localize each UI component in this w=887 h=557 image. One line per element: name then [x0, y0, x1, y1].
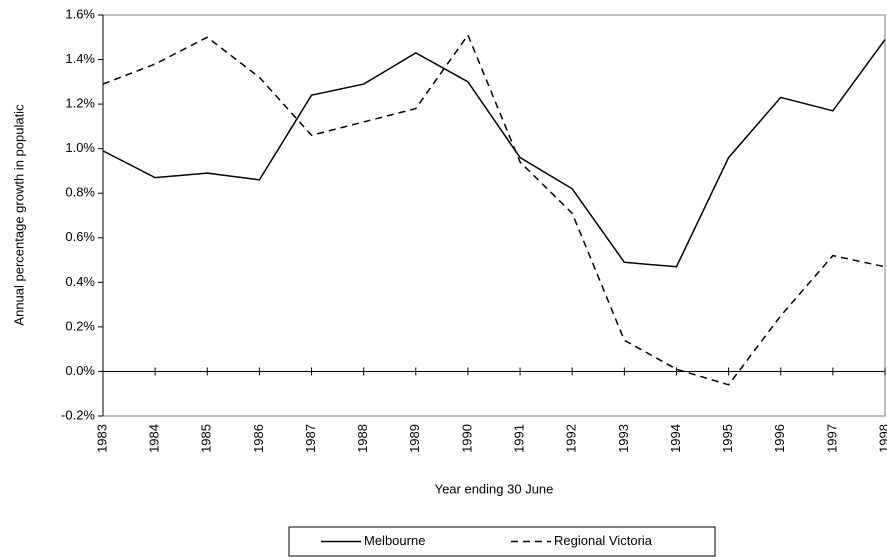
y-tick-label: 0.8%	[65, 185, 95, 200]
x-tick-label: 1998	[876, 424, 887, 453]
legend-label: Regional Victoria	[554, 533, 653, 548]
y-axis-label: Annual percentage growth in populatic	[11, 104, 26, 326]
x-tick-label: 1989	[407, 424, 422, 453]
x-tick-label: 1988	[355, 424, 370, 453]
plot-border	[102, 14, 886, 417]
x-tick-label: 1986	[251, 424, 266, 453]
y-tick-label: 1.0%	[65, 140, 95, 155]
y-tick-label: 1.6%	[65, 6, 95, 21]
x-axis-label: Year ending 30 June	[435, 481, 554, 496]
x-tick-label: 1987	[303, 424, 318, 453]
x-tick-label: 1993	[616, 424, 631, 453]
y-tick-label: 0.6%	[65, 229, 95, 244]
x-tick-label: 1985	[199, 424, 214, 453]
y-tick-label: 0.4%	[65, 274, 95, 289]
x-tick-label: 1996	[772, 424, 787, 453]
y-tick-label: -0.2%	[61, 407, 95, 422]
x-tick-label: 1994	[668, 424, 683, 453]
x-tick-label: 1983	[94, 424, 109, 453]
legend-label: Melbourne	[364, 533, 425, 548]
x-tick-label: 1990	[459, 424, 474, 453]
series-line	[102, 33, 886, 386]
y-tick-label: 0.0%	[65, 363, 95, 378]
y-tick-label: 1.2%	[65, 96, 95, 111]
y-tick-label: 0.2%	[65, 318, 95, 333]
x-tick-label: 1991	[512, 424, 527, 453]
x-tick-label: 1995	[720, 424, 735, 453]
series-line	[102, 39, 886, 268]
x-tick-label: 1992	[564, 424, 579, 453]
x-tick-label: 1997	[824, 424, 839, 453]
x-tick-label: 1984	[147, 424, 162, 453]
y-tick-label: 1.4%	[65, 51, 95, 66]
